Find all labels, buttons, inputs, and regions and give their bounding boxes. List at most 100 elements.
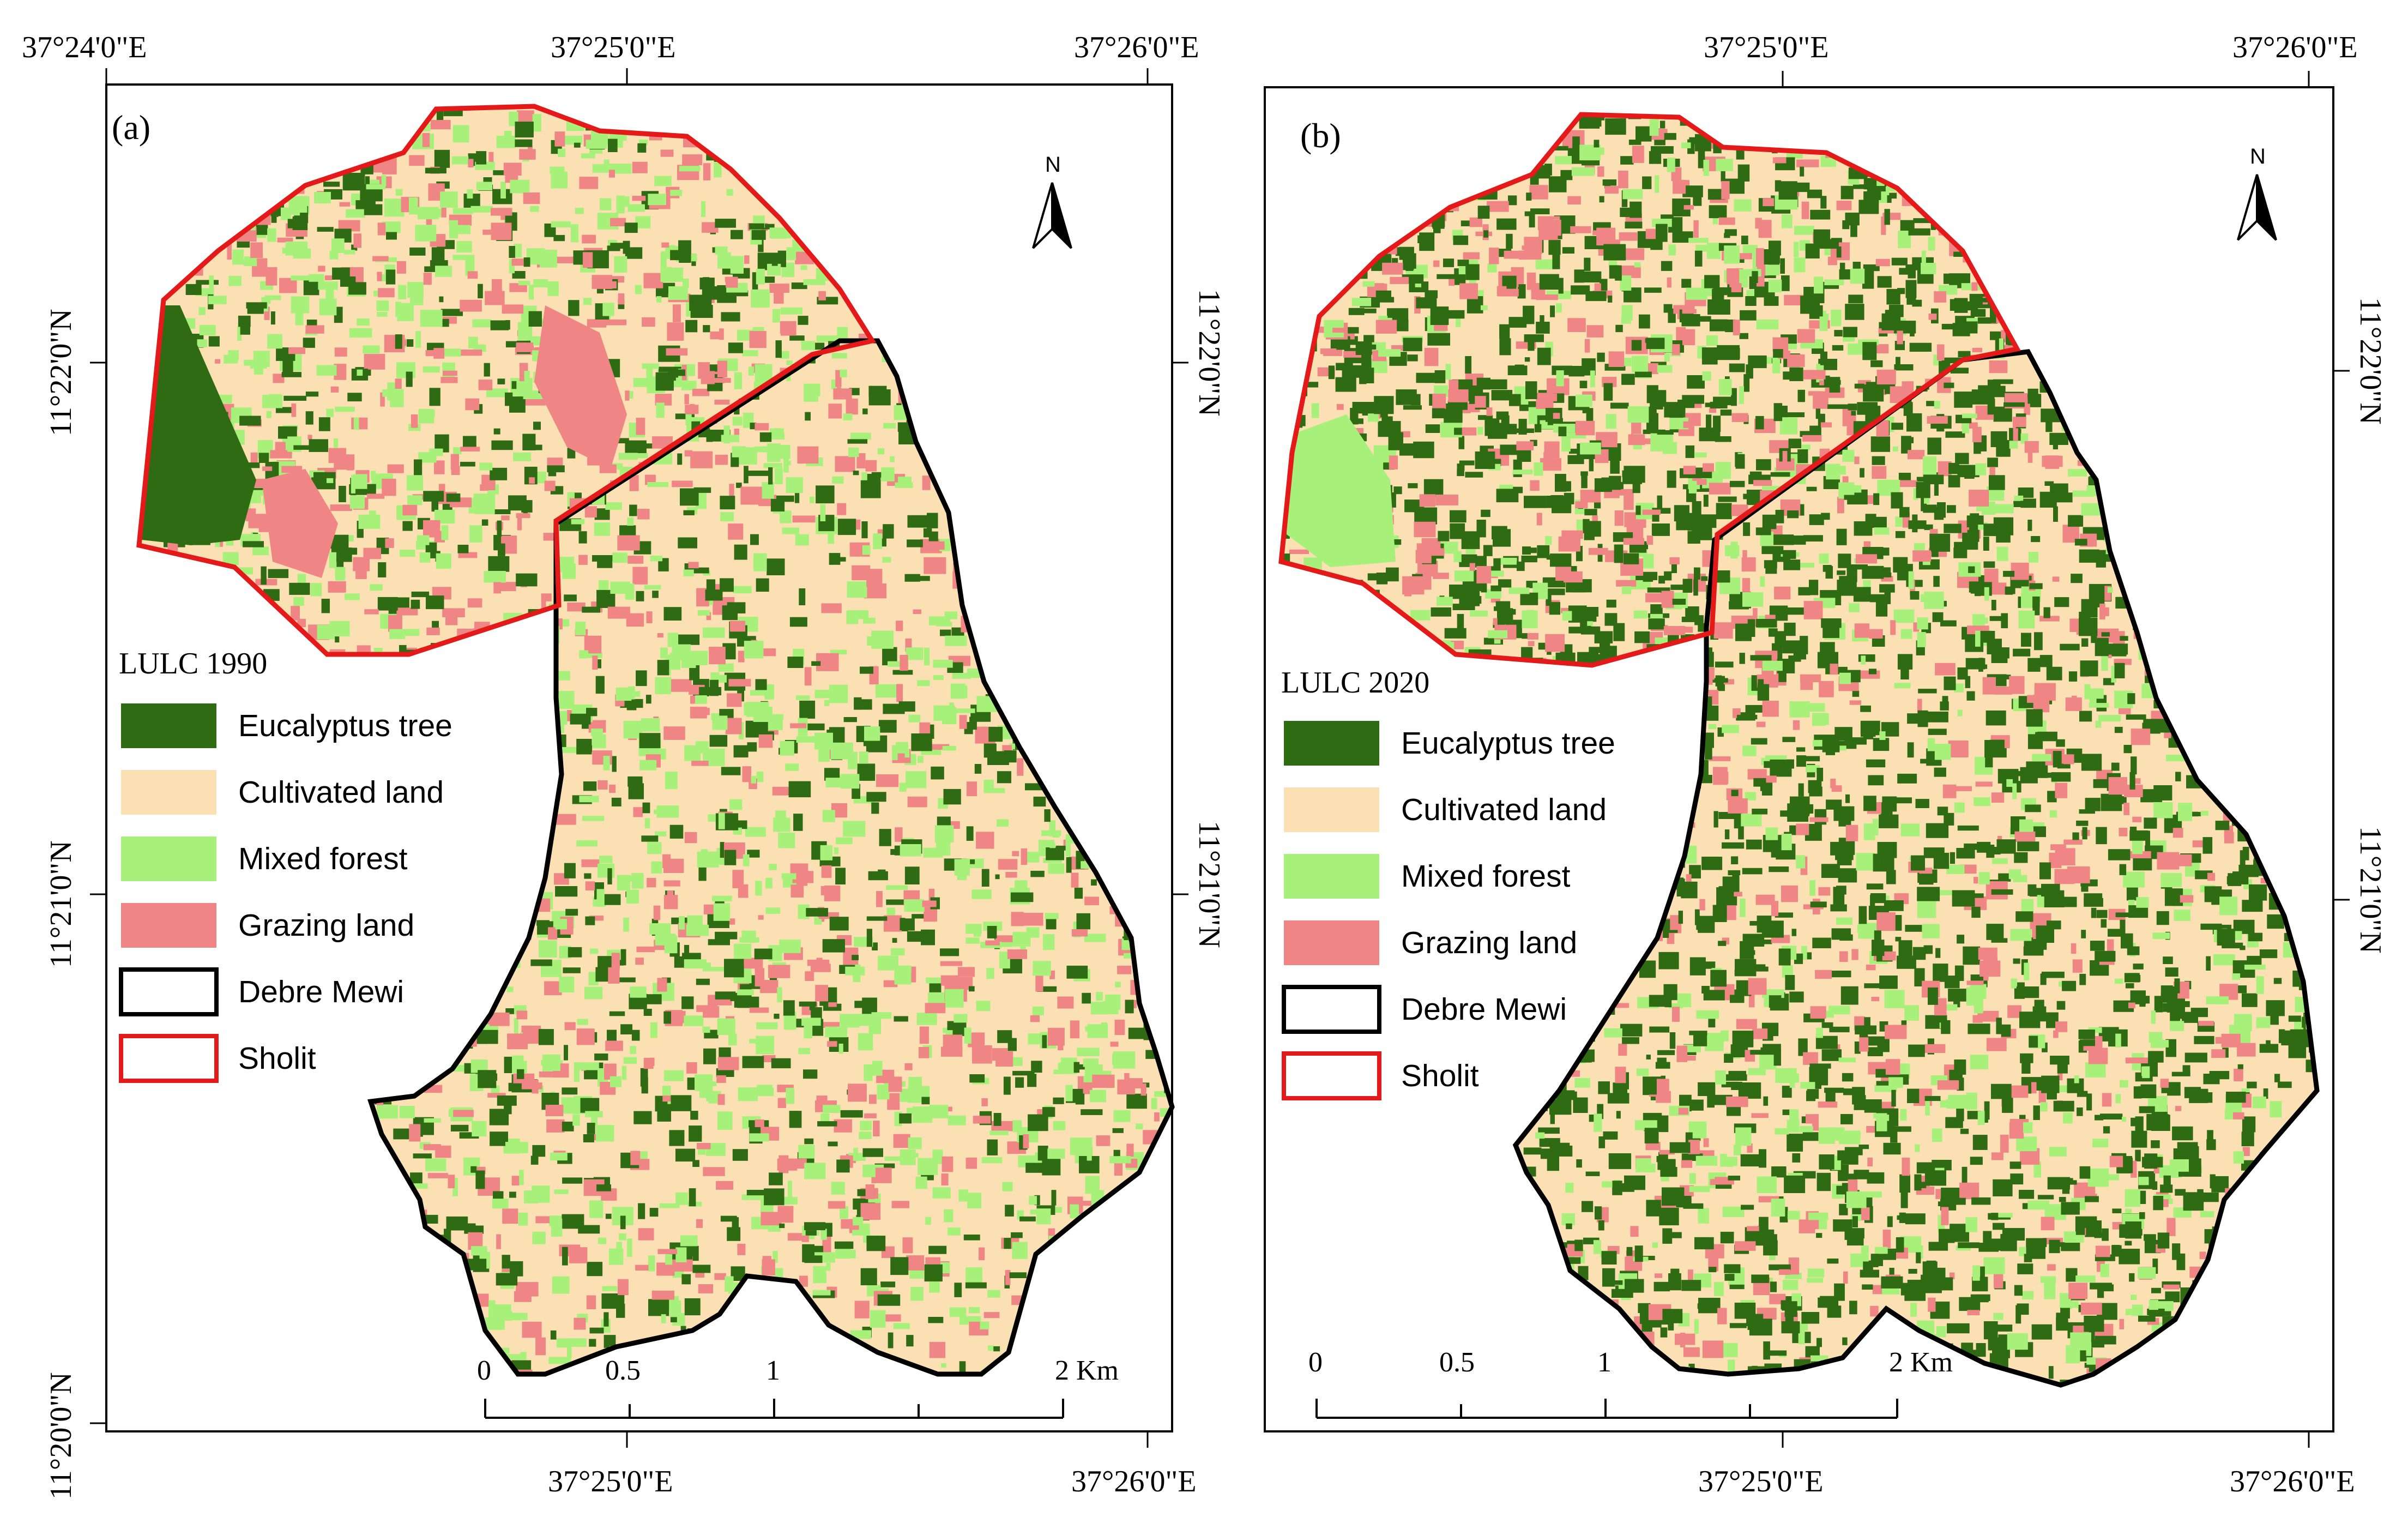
land-cover-patch xyxy=(275,407,295,413)
land-cover-patch xyxy=(871,129,872,139)
land-cover-patch xyxy=(233,141,243,149)
land-cover-patch xyxy=(906,1335,914,1347)
land-cover-patch xyxy=(632,196,646,201)
land-cover-patch xyxy=(569,1247,588,1263)
land-cover-patch xyxy=(386,1345,401,1352)
land-cover-patch xyxy=(410,1247,416,1256)
land-cover-patch xyxy=(1109,1156,1131,1164)
land-cover-patch xyxy=(878,720,897,733)
land-cover-patch xyxy=(1136,860,1152,866)
land-cover-patch xyxy=(209,608,223,617)
land-cover-patch xyxy=(983,515,991,533)
land-cover-patch xyxy=(420,310,443,327)
land-cover-patch xyxy=(395,1369,403,1374)
land-cover-patch xyxy=(508,654,529,661)
land-cover-patch xyxy=(1893,609,1915,623)
land-cover-patch xyxy=(2182,683,2198,690)
land-cover-patch xyxy=(1096,1135,1111,1146)
land-cover-patch xyxy=(905,638,912,652)
land-cover-patch xyxy=(788,1316,797,1326)
land-cover-patch xyxy=(478,636,495,652)
land-cover-patch xyxy=(864,1064,873,1081)
land-cover-patch xyxy=(527,687,543,702)
land-cover-patch xyxy=(511,1360,532,1370)
land-cover-patch xyxy=(1052,401,1065,416)
land-cover-patch xyxy=(1090,1089,1106,1103)
land-cover-patch xyxy=(664,935,678,954)
land-cover-patch xyxy=(430,942,434,948)
land-cover-patch xyxy=(886,899,909,905)
land-cover-patch xyxy=(329,552,336,568)
land-cover-patch xyxy=(1720,1231,1734,1244)
land-cover-patch xyxy=(440,191,458,208)
land-cover-patch xyxy=(2160,398,2181,405)
land-cover-patch xyxy=(680,1235,698,1247)
land-cover-patch xyxy=(605,1040,623,1051)
land-cover-patch xyxy=(1926,401,1935,406)
land-cover-patch xyxy=(1561,1213,1575,1226)
land-cover-patch xyxy=(1175,1055,1182,1068)
land-cover-patch xyxy=(715,991,736,1000)
land-cover-patch xyxy=(876,774,899,787)
land-cover-patch xyxy=(1809,880,1815,896)
land-cover-patch xyxy=(619,1233,626,1241)
land-cover-patch xyxy=(841,1219,855,1229)
land-cover-patch xyxy=(1828,1006,1850,1015)
land-cover-patch xyxy=(530,206,539,212)
land-cover-patch xyxy=(1030,660,1053,671)
land-cover-patch xyxy=(482,230,501,235)
land-cover-patch xyxy=(1137,1237,1143,1255)
land-cover-patch xyxy=(238,315,251,327)
land-cover-patch xyxy=(581,153,595,159)
land-cover-patch xyxy=(540,651,550,658)
land-cover-patch xyxy=(460,907,469,915)
land-cover-patch xyxy=(620,1024,632,1034)
land-cover-patch xyxy=(795,534,809,546)
land-cover-patch xyxy=(2292,1182,2302,1191)
land-cover-patch xyxy=(507,1033,528,1050)
land-cover-patch xyxy=(1669,1003,1683,1009)
land-cover-patch xyxy=(2259,1044,2279,1053)
land-cover-patch xyxy=(814,732,833,750)
land-cover-patch xyxy=(1134,913,1154,922)
land-cover-patch xyxy=(2247,1081,2257,1088)
land-cover-patch xyxy=(1838,553,1851,568)
land-cover-patch xyxy=(1156,907,1169,919)
land-cover-patch xyxy=(868,871,888,881)
land-cover-patch xyxy=(675,1148,696,1162)
land-cover-patch xyxy=(2282,1214,2295,1228)
land-cover-patch xyxy=(602,303,614,316)
land-cover-patch xyxy=(1144,1337,1166,1353)
land-cover-patch xyxy=(268,394,281,407)
land-cover-patch xyxy=(862,408,868,414)
land-cover-patch xyxy=(1964,843,1978,850)
land-cover-patch xyxy=(229,609,245,616)
land-cover-patch xyxy=(1015,1077,1024,1088)
land-cover-patch xyxy=(478,879,499,889)
land-cover-patch xyxy=(371,1228,377,1236)
land-cover-patch xyxy=(863,617,876,624)
land-cover-patch xyxy=(792,871,814,883)
land-cover-patch xyxy=(806,189,818,197)
land-cover-patch xyxy=(642,317,655,327)
land-cover-patch xyxy=(657,978,667,992)
land-cover-patch xyxy=(1019,1216,1036,1221)
land-cover-patch xyxy=(1935,1189,1941,1199)
land-cover-patch xyxy=(833,264,856,282)
land-cover-patch xyxy=(505,1354,523,1360)
land-cover-patch xyxy=(486,758,503,775)
land-cover-patch xyxy=(1151,675,1162,681)
land-cover-patch xyxy=(1758,1196,1779,1202)
land-cover-patch xyxy=(1096,629,1111,646)
land-cover-patch xyxy=(448,1175,455,1189)
land-cover-patch xyxy=(748,366,755,376)
land-cover-patch xyxy=(1156,695,1163,700)
land-cover-patch xyxy=(629,475,639,491)
land-cover-patch xyxy=(1048,583,1065,596)
land-cover-patch xyxy=(825,1327,831,1341)
land-cover-patch xyxy=(470,983,491,997)
land-cover-patch xyxy=(1073,582,1085,598)
land-cover-patch xyxy=(371,1074,372,1085)
land-cover-patch xyxy=(727,602,746,613)
land-cover-patch xyxy=(197,621,215,637)
